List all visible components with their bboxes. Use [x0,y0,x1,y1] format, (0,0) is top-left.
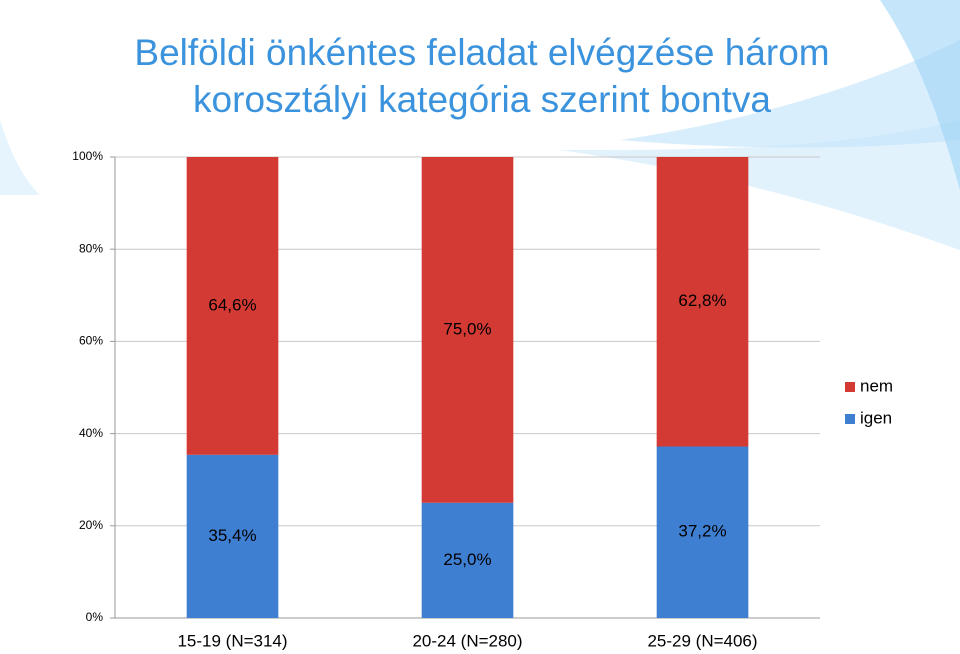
data-label: 35,4% [208,526,256,545]
y-tick-label: 100% [72,149,103,163]
x-tick-label: 20-24 (N=280) [412,631,522,650]
y-tick-label: 20% [79,518,103,532]
plot: 0% 20% 40% 60% 80% 100% 15-19 (N=314) 35,4% 64,6… [72,149,893,650]
data-label: 37,2% [678,522,726,541]
y-tick-label: 60% [79,334,103,348]
data-label: 25,0% [443,550,491,569]
chart-title: Belföldi önkéntes feladat elvégzése háro… [134,32,829,73]
legend-label: nem [860,376,893,395]
decoration [0,0,960,250]
y-tick-label: 80% [79,241,103,255]
data-label: 62,8% [678,291,726,310]
legend-label: igen [860,408,892,427]
bar-segment [421,157,514,503]
y-tick-label: 40% [79,426,103,440]
y-tick-label: 0% [86,610,104,624]
bar-segment [186,157,279,455]
bar-segment [656,446,749,618]
data-label: 75,0% [443,319,491,338]
x-tick-label: 25-29 (N=406) [647,631,757,650]
x-tick-label: 15-19 (N=314) [177,631,287,650]
bar-segment [656,157,749,447]
bar-segment [421,502,514,618]
legend-swatch [845,414,855,424]
chart-title: korosztályi kategória szerint bontva [193,79,771,120]
data-label: 64,6% [208,295,256,314]
legend-swatch [845,382,855,392]
bar-segment [186,454,279,618]
